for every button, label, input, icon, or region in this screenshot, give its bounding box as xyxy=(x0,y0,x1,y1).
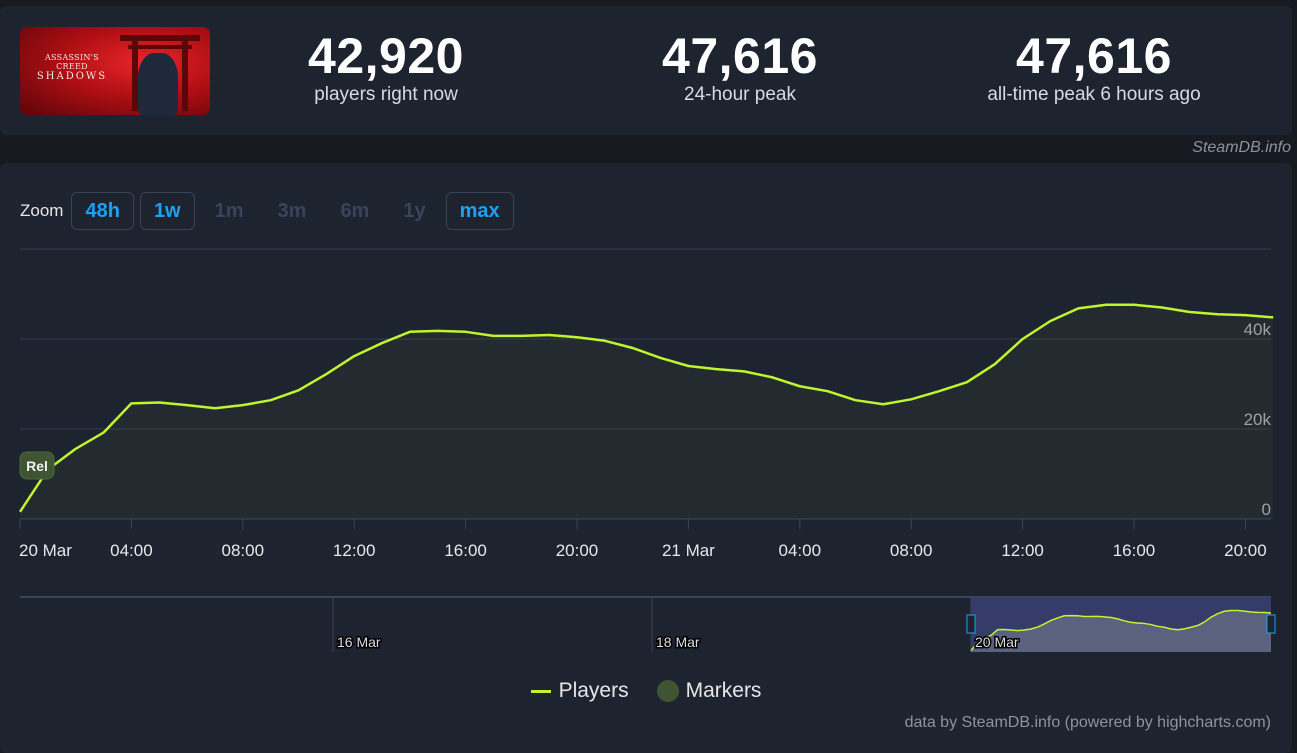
x-tick-label: 16:00 xyxy=(1113,541,1156,560)
x-tick-label: 20 Mar xyxy=(19,541,72,560)
y-tick-label: 0 xyxy=(1262,500,1271,519)
x-tick-label: 20:00 xyxy=(1224,541,1267,560)
chart-legend: Players Markers xyxy=(0,679,1292,703)
players-line xyxy=(18,303,1274,513)
zoom-6m-button[interactable]: 6m xyxy=(340,200,370,222)
x-tick-label: 04:00 xyxy=(779,541,822,560)
release-marker xyxy=(19,451,55,480)
x-tick-label: 16:00 xyxy=(444,541,487,560)
x-tick-label: 12:00 xyxy=(333,541,376,560)
x-tick-label: 08:00 xyxy=(890,541,933,560)
navigator-line xyxy=(970,609,1272,652)
stat-value: 42,920 xyxy=(308,28,464,84)
navigator-tick-label: 18 Mar xyxy=(656,634,700,650)
stat-label: 24-hour peak xyxy=(684,84,796,105)
stat-all-time-peak: 47,616 all-time peak 6 hours ago xyxy=(924,28,1264,106)
stat-current-players: 42,920 players right now xyxy=(216,28,556,106)
markers-circle-icon xyxy=(656,680,679,702)
zoom-selector: Zoom 48h 1w 1m 3m 6m 1y max xyxy=(20,191,520,231)
zoom-label: Zoom xyxy=(20,201,64,220)
player-count-chart[interactable]: 0 20k 40k 20 Mar 04:00 08:00 12:00 16:00 20:00 21… xyxy=(0,163,1292,673)
zoom-48h-button[interactable]: 48h xyxy=(71,192,134,230)
navigator-left-handle[interactable] xyxy=(966,614,976,634)
stat-value: 47,616 xyxy=(662,28,818,84)
y-tick-label: 20k xyxy=(1244,410,1272,429)
stat-label: players right now xyxy=(314,84,458,105)
navigator-right-handle[interactable] xyxy=(1266,614,1276,634)
y-tick-label: 40k xyxy=(1244,320,1272,339)
players-line-icon xyxy=(530,689,551,693)
stat-value: 47,616 xyxy=(1016,28,1172,84)
players-area xyxy=(20,304,1274,519)
zoom-3m-button[interactable]: 3m xyxy=(277,200,307,222)
zoom-1w-button[interactable]: 1w xyxy=(139,192,195,230)
x-tick-label: 08:00 xyxy=(222,541,265,560)
zoom-1y-button[interactable]: 1y xyxy=(403,200,426,222)
stat-label: all-time peak 6 hours ago xyxy=(987,84,1201,105)
navigator-area xyxy=(971,610,1271,652)
x-tick-label: 20:00 xyxy=(556,541,599,560)
release-marker-label: Rel xyxy=(26,458,48,474)
legend-item-markers[interactable]: Markers xyxy=(656,679,761,703)
highcharts-credit[interactable]: data by SteamDB.info (powered by highcha… xyxy=(904,714,1271,731)
x-tick-label: 04:00 xyxy=(110,541,153,560)
stats-header: ASSASSIN'S CREED SHADOWS 42,920 players … xyxy=(0,6,1292,135)
stat-24h-peak: 47,616 24-hour peak xyxy=(570,28,910,106)
steamdb-credit-link[interactable]: SteamDB.info xyxy=(1192,139,1291,156)
zoom-max-button[interactable]: max xyxy=(445,192,514,230)
legend-item-players[interactable]: Players xyxy=(530,679,629,703)
x-tick-label: 21 Mar xyxy=(662,541,715,560)
player-chart-card: Zoom 48h 1w 1m 3m 6m 1y max 0 20k 40k 20 Ma… xyxy=(0,163,1292,753)
navigator-tick-label: 16 Mar xyxy=(337,634,381,650)
zoom-1m-button[interactable]: 1m xyxy=(214,200,244,222)
navigator-tick-label: 20 Mar xyxy=(975,634,1019,650)
game-cover-image[interactable]: ASSASSIN'S CREED SHADOWS xyxy=(20,27,210,115)
x-tick-label: 12:00 xyxy=(1001,541,1044,560)
game-logo: ASSASSIN'S CREED SHADOWS xyxy=(36,53,108,82)
